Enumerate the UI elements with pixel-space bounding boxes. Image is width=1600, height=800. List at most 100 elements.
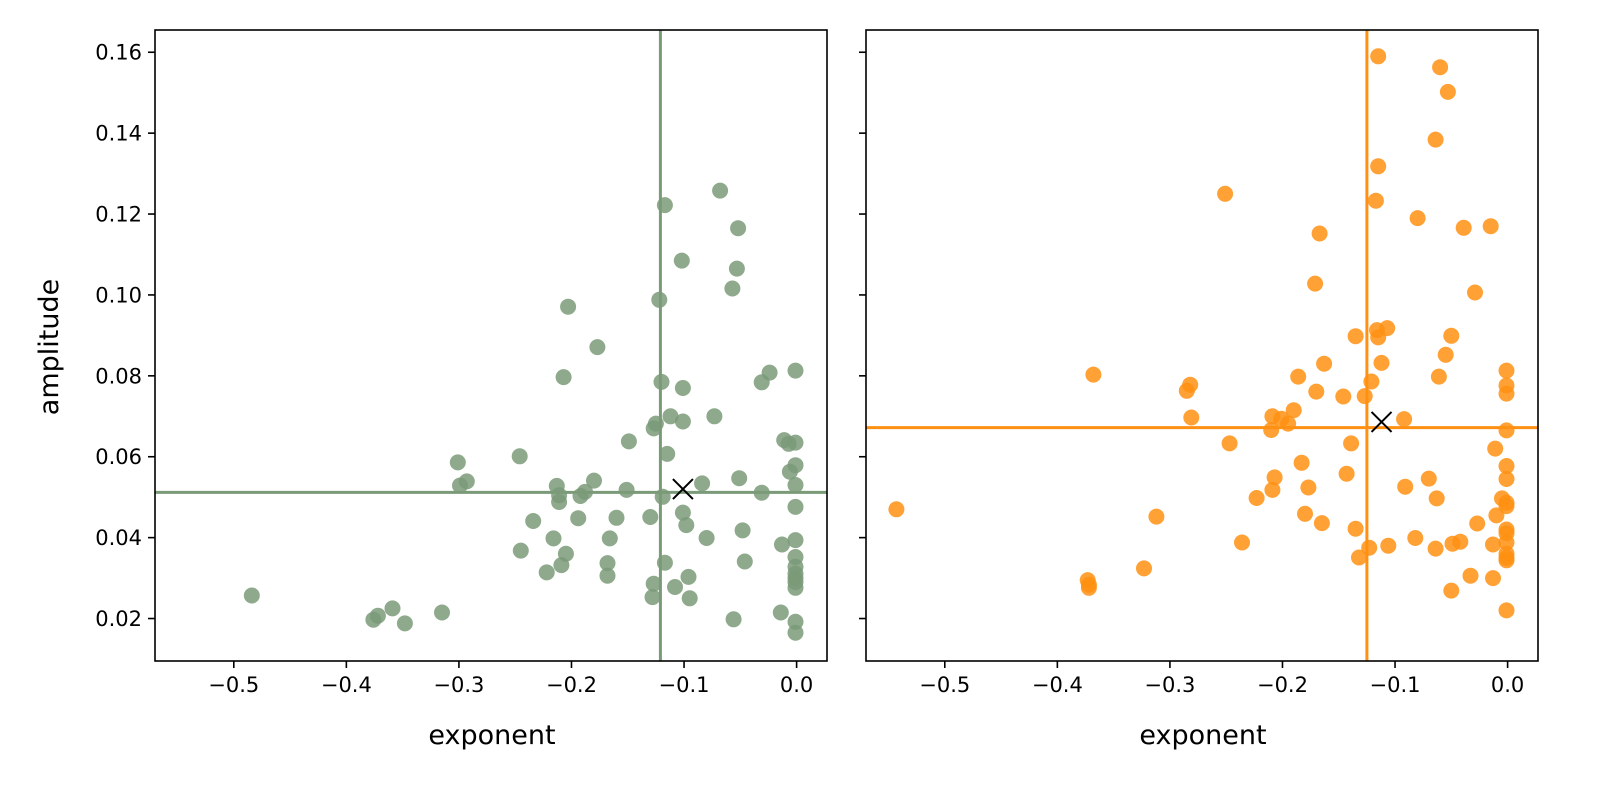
right-scatter-point (1420, 470, 1437, 487)
right-scatter-point (1300, 479, 1317, 496)
left-x-ticks: −0.5 −0.4 −0.3 −0.2 −0.1 0.0 (208, 661, 813, 697)
right-scatter-point (1361, 539, 1378, 556)
left-y-axis-title: amplitude (34, 279, 65, 415)
right-scatter-point (1335, 388, 1352, 405)
left-scatter-point (434, 604, 450, 621)
left-scatter-point (787, 624, 804, 641)
right-x-tick-label: −0.5 (919, 673, 970, 697)
right-scatter-point (1263, 422, 1280, 438)
left-scatter-point (599, 567, 616, 584)
right-x-tick-label: 0.0 (1491, 673, 1524, 697)
left-scatter-point (662, 408, 679, 425)
left-scatter-point (674, 504, 691, 521)
right-axes-frame (865, 29, 1539, 662)
right-scatter-point (1427, 131, 1444, 148)
left-scatter-point (673, 252, 690, 269)
right-scatter-point (1370, 158, 1387, 175)
right-scatter-point (1367, 192, 1384, 209)
left-scatter-point (787, 579, 804, 596)
left-scatter-point (787, 477, 804, 493)
right-x-ticks: −0.5 −0.4 −0.3 −0.2 −0.1 0.0 (919, 661, 1524, 697)
right-scatter-point (1443, 582, 1460, 599)
left-scatter-point (761, 364, 778, 381)
left-points-layer (243, 182, 804, 641)
left-y-ticks: 0.02 0.04 0.06 0.08 0.10 0.12 0.14 0.16 (95, 41, 155, 631)
right-scatter-point (1290, 368, 1307, 385)
right-scatter-point (1443, 327, 1460, 344)
left-scatter-point (728, 260, 745, 277)
right-scatter-point (1455, 219, 1472, 236)
left-scatter-point (589, 339, 606, 356)
left-scatter-point (787, 362, 804, 379)
left-x-tick-label: −0.4 (321, 673, 372, 697)
right-scatter-point (1430, 368, 1447, 385)
right-scatter-point (1266, 469, 1283, 486)
left-scatter-panel: −0.5 −0.4 −0.3 −0.2 −0.1 0.0 0.02 0.04 0.06 0.08… (34, 29, 828, 751)
left-axes-frame (154, 29, 828, 662)
right-scatter-point (1234, 534, 1250, 551)
left-scatter-point (725, 611, 742, 628)
left-scatter-point (570, 510, 587, 527)
left-x-tick-label: −0.1 (659, 673, 710, 697)
left-scatter-point (511, 448, 528, 465)
left-scatter-point (787, 532, 804, 549)
right-scatter-point (1379, 320, 1396, 337)
left-scatter-point (525, 513, 542, 529)
left-y-tick-label: 0.06 (95, 445, 142, 469)
left-scatter-point (674, 413, 691, 430)
right-scatter-point (1285, 402, 1302, 419)
left-scatter-point (601, 530, 618, 547)
right-scatter-point (1182, 376, 1199, 393)
left-scatter-point (642, 509, 659, 525)
left-scatter-point (560, 298, 577, 315)
right-scatter-point (1498, 534, 1515, 551)
right-scatter-point (1407, 530, 1424, 546)
right-scatter-point (1498, 552, 1515, 569)
left-scatter-point (774, 536, 790, 553)
right-scatter-point (1380, 537, 1397, 554)
left-scatter-point (545, 530, 562, 547)
left-scatter-point (512, 542, 529, 559)
right-scatter-point (1485, 536, 1501, 553)
right-scatter-point (1351, 549, 1367, 566)
right-scatter-point (1485, 570, 1501, 587)
left-scatter-point (586, 472, 602, 489)
left-scatter-point (698, 530, 715, 546)
right-scatter-point (1397, 478, 1414, 495)
left-y-tick-label: 0.16 (95, 41, 142, 65)
left-scatter-point (787, 498, 804, 515)
right-scatter-point (1293, 454, 1310, 471)
right-points-layer (888, 48, 1515, 619)
right-scatter-point (1437, 346, 1454, 363)
left-lines-layer (155, 30, 827, 661)
right-x-tick-label: −0.4 (1032, 673, 1083, 697)
right-scatter-point (1347, 520, 1364, 537)
left-scatter-point (667, 579, 683, 595)
right-scatter-point (1498, 362, 1515, 379)
left-scatter-point (644, 589, 661, 606)
left-scatter-point (787, 457, 804, 474)
right-mean-x-marker (1370, 411, 1393, 433)
right-scatter-point (1488, 507, 1505, 524)
left-scatter-point (678, 517, 695, 534)
right-scatter-point (1313, 515, 1330, 532)
left-scatter-point (618, 481, 635, 498)
right-mean-marker-layer (1370, 411, 1393, 433)
left-scatter-point (736, 553, 753, 570)
right-scatter-point (1307, 275, 1324, 292)
left-scatter-point (659, 445, 676, 462)
right-lines-layer (866, 30, 1538, 661)
right-scatter-point (1217, 185, 1234, 202)
left-scatter-point (243, 587, 260, 604)
right-scatter-point (1080, 579, 1097, 596)
right-scatter-point (1396, 411, 1413, 428)
right-scatter-point (1308, 383, 1325, 400)
left-scatter-point (645, 575, 662, 592)
left-scatter-point (734, 522, 751, 539)
left-y-tick-label: 0.12 (95, 203, 142, 227)
right-scatter-point (1316, 355, 1333, 372)
right-scatter-point (1264, 481, 1281, 498)
left-mean-marker-layer (672, 478, 694, 500)
left-scatter-point (674, 380, 691, 396)
